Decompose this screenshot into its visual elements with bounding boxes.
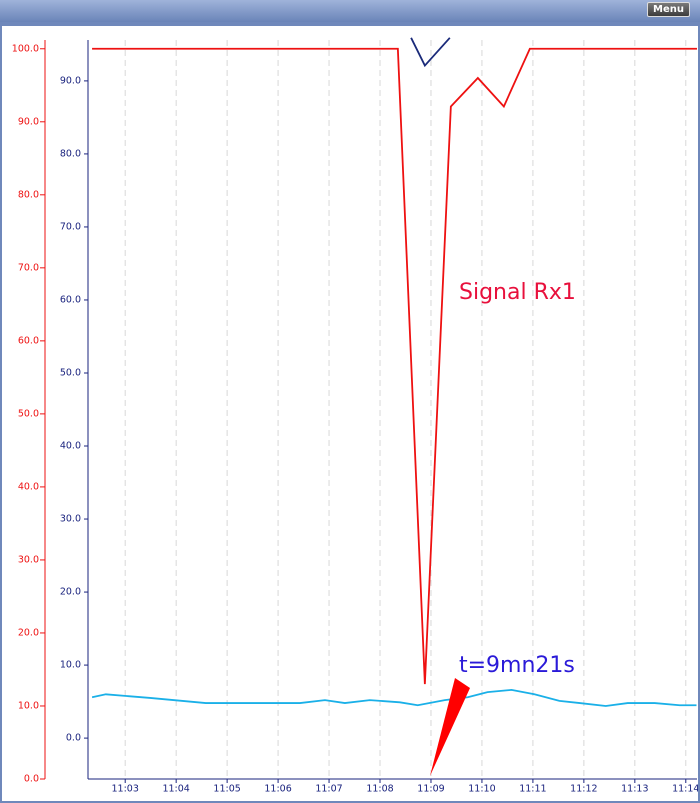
y-tick-label: 40.0 [18, 481, 39, 492]
annotation: Signal Rx1 [459, 280, 576, 305]
top-bar: Menu [0, 0, 700, 22]
plot-area [91, 37, 697, 707]
y-tick-label: 20.0 [18, 627, 39, 638]
y2-tick-label: 90.0 [60, 75, 81, 86]
y2-tick-label: 40.0 [60, 441, 81, 452]
y-tick-label: 60.0 [18, 335, 39, 346]
x-tick-label: 11:03 [112, 784, 139, 795]
y-tick-label: 10.0 [18, 700, 39, 711]
y-tick-label: 30.0 [18, 554, 39, 565]
x-tick-label: 11:09 [417, 784, 444, 795]
y-tick-label: 100.0 [12, 43, 39, 54]
x-tick-label: 11:13 [621, 784, 648, 795]
arrow [430, 678, 470, 776]
annotation: t=9mn21s [459, 653, 575, 678]
y-tick-label: 90.0 [18, 116, 39, 127]
y2-tick-label: 70.0 [60, 221, 81, 232]
x-tick-label: 11:07 [315, 784, 342, 795]
x-tick-label: 11:12 [570, 784, 597, 795]
y-tick-label: 0.0 [24, 774, 39, 785]
x-tick-label: 11:14 [672, 784, 698, 795]
y-tick-label: 80.0 [18, 189, 39, 200]
y2-tick-label: 0.0 [66, 733, 81, 744]
series-line [91, 689, 697, 707]
y2-tick-label: 50.0 [60, 367, 81, 378]
x-tick-label: 11:10 [468, 784, 495, 795]
series-line [410, 37, 451, 68]
y-tick-label: 70.0 [18, 262, 39, 273]
x-tick-label: 11:05 [213, 784, 240, 795]
y2-tick-label: 60.0 [60, 294, 81, 305]
y2-tick-label: 80.0 [60, 148, 81, 159]
x-tick-label: 11:08 [366, 784, 393, 795]
x-tick-label: 11:04 [162, 784, 189, 795]
y2-tick-label: 30.0 [60, 514, 81, 525]
y-tick-label: 50.0 [18, 408, 39, 419]
grid [124, 40, 687, 779]
y2-tick-label: 20.0 [60, 587, 81, 598]
menu-button[interactable]: Menu [647, 2, 690, 17]
x-tick-label: 11:06 [264, 784, 291, 795]
y2-tick-label: 10.0 [60, 660, 81, 671]
chart: Signal Rx1 t=9mn21s 11:03 11:04 11:05 11:06… [2, 26, 698, 801]
series-line [92, 47, 697, 685]
x-tick-label: 11:11 [519, 784, 546, 795]
